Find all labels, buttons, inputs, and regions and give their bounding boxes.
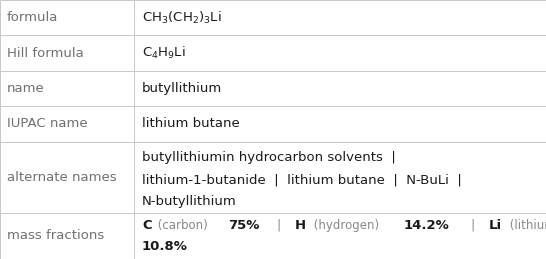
Text: alternate names: alternate names <box>7 171 116 184</box>
Text: name: name <box>7 82 44 95</box>
Text: $\mathregular{C_4H_9Li}$: $\mathregular{C_4H_9Li}$ <box>142 45 186 61</box>
Text: lithium butane: lithium butane <box>142 117 240 130</box>
Text: IUPAC name: IUPAC name <box>7 117 87 130</box>
Text: (carbon): (carbon) <box>155 219 212 232</box>
Text: 10.8%: 10.8% <box>142 240 188 253</box>
Text: |: | <box>462 219 483 232</box>
Text: Li: Li <box>489 219 502 232</box>
Text: butyllithium: butyllithium <box>142 82 222 95</box>
Text: (hydrogen): (hydrogen) <box>310 219 382 232</box>
Text: mass fractions: mass fractions <box>7 229 104 242</box>
Text: formula: formula <box>7 11 58 24</box>
Text: C: C <box>142 219 152 232</box>
Text: $\mathregular{CH_3(CH_2)_3Li}$: $\mathregular{CH_3(CH_2)_3Li}$ <box>142 10 222 26</box>
Text: 75%: 75% <box>229 219 260 232</box>
Text: 14.2%: 14.2% <box>403 219 449 232</box>
Text: Hill formula: Hill formula <box>7 47 84 60</box>
Text: H: H <box>295 219 306 232</box>
Text: butyllithiumin hydrocarbon solvents  |: butyllithiumin hydrocarbon solvents | <box>142 152 396 164</box>
Text: (lithium): (lithium) <box>506 219 546 232</box>
Text: N-butyllithium: N-butyllithium <box>142 195 237 208</box>
Text: lithium-1-butanide  |  lithium butane  |  N-BuLi  |: lithium-1-butanide | lithium butane | N-… <box>142 173 462 186</box>
Text: |: | <box>269 219 289 232</box>
